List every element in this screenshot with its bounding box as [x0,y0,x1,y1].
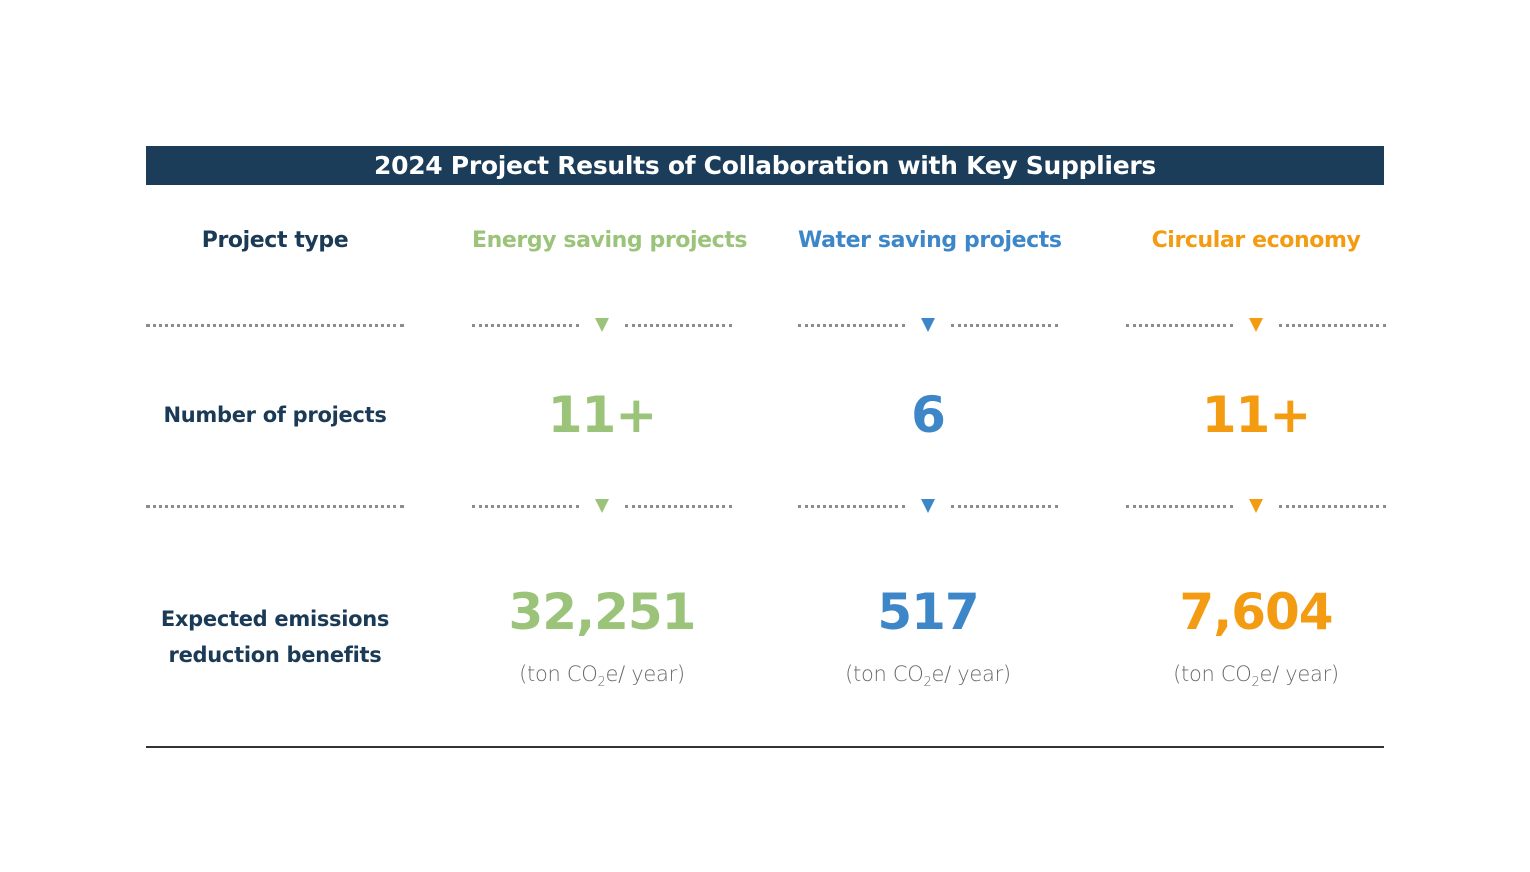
column-header-circular: Circular economy [1151,228,1361,253]
water-emissions-value: 517 [877,583,979,641]
triangle-down-icon [1249,499,1263,513]
energy-emissions-unit: (ton CO2e/ year) [519,662,685,691]
row-label-emissions-line1: Expected emissions [160,607,390,631]
separator-dots [146,499,404,513]
energy-project-count: 11+ [547,386,657,444]
triangle-down-icon [595,499,609,513]
row-label-project-type: Project type [201,228,349,253]
separator-water [798,499,1058,513]
energy-emissions-value: 32,251 [508,583,697,641]
row-label-emissions: Expected emissions reduction benefits [146,601,404,673]
separator-energy [472,318,732,332]
triangle-down-icon [921,318,935,332]
bottom-rule [146,746,1384,748]
triangle-down-icon [1249,318,1263,332]
row-label-emissions-line2: reduction benefits [168,643,382,667]
triangle-down-icon [595,318,609,332]
separator-circular [1126,499,1386,513]
column-header-energy: Energy saving projects [472,228,748,253]
circular-emissions-unit: (ton CO2e/ year) [1173,662,1339,691]
column-header-water: Water saving projects [798,228,1062,253]
circular-project-count: 11+ [1201,386,1311,444]
title-banner: 2024 Project Results of Collaboration wi… [146,146,1384,185]
separator-dots [146,318,404,332]
separator-circular [1126,318,1386,332]
row-label-number-of-projects: Number of projects [163,403,387,427]
separator-water [798,318,1058,332]
triangle-down-icon [921,499,935,513]
circular-emissions-value: 7,604 [1179,583,1333,641]
water-emissions-unit: (ton CO2e/ year) [845,662,1011,691]
separator-energy [472,499,732,513]
water-project-count: 6 [911,386,946,444]
